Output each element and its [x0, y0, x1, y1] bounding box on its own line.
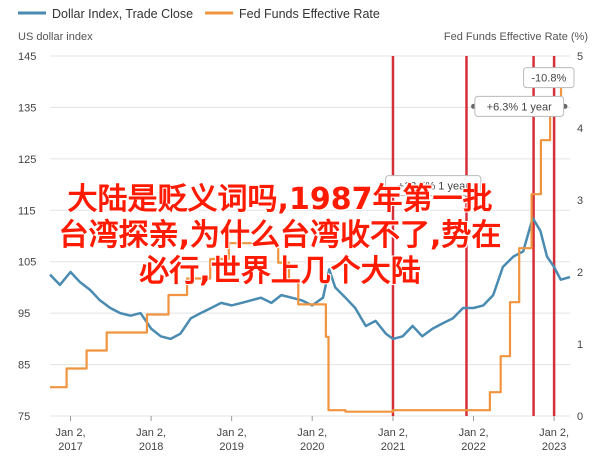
- x-axis-ticks: Jan 2, 2017 Jan 2, 2018 Jan 2, 2019 Jan 2, 2020…: [56, 416, 569, 453]
- annotation-box: [385, 175, 482, 197]
- left-tick-label: 115: [18, 205, 36, 217]
- x-tick-label: Jan 2, 2023: [539, 427, 569, 453]
- x-tick-label: Jan 2, 2020: [297, 427, 327, 453]
- left-tick-label: 75: [18, 411, 30, 423]
- dollar-index-line: [49, 216, 571, 341]
- x-tick-label: Jan 2, 2018: [136, 427, 166, 453]
- left-tick-label: 105: [18, 257, 36, 269]
- left-tick-label: 85: [18, 360, 30, 372]
- annotation-box: [474, 95, 565, 117]
- annotation-label: -10.8%: [531, 73, 566, 85]
- left-tick-label: 135: [18, 102, 36, 114]
- annotations: +12.5% 1 year +6.3% 1 year -10.8%: [385, 67, 575, 197]
- right-tick-label: 1: [577, 339, 583, 351]
- series-lines: [49, 85, 571, 413]
- legend: Dollar Index, Trade Close Fed Funds Effe…: [18, 7, 380, 21]
- legend-label-dollar-index: Dollar Index, Trade Close: [52, 7, 193, 21]
- left-tick-label: 95: [18, 308, 30, 320]
- x-tick-label: Jan 2, 2022: [459, 427, 489, 453]
- fed-funds-line: [50, 85, 570, 413]
- right-axis-title: Fed Funds Effective Rate (%): [444, 31, 588, 43]
- left-tick-label: 145: [18, 51, 36, 63]
- right-tick-label: 2: [577, 267, 583, 279]
- right-axis-ticks: 0 1 2 3 4 5: [577, 51, 583, 423]
- left-tick-label: 125: [18, 154, 36, 166]
- left-axis-ticks: 75 85 95 105 115 125 135 145: [18, 51, 36, 423]
- annotation-box: [523, 67, 575, 89]
- right-tick-label: 0: [577, 411, 583, 423]
- left-axis-title: US dollar index: [18, 31, 93, 43]
- annotation-label: +6.3% 1 year: [487, 101, 552, 113]
- x-tick-label: Jan 2, 2017: [56, 427, 86, 453]
- right-tick-label: 3: [577, 195, 583, 207]
- x-tick-label: Jan 2, 2021: [378, 427, 408, 453]
- right-tick-label: 4: [577, 123, 583, 135]
- annotation-label: +12.5% 1 year: [398, 181, 470, 193]
- legend-label-fed-funds: Fed Funds Effective Rate: [239, 7, 380, 21]
- x-tick-label: Jan 2, 2019: [217, 427, 247, 453]
- right-tick-label: 5: [577, 51, 583, 63]
